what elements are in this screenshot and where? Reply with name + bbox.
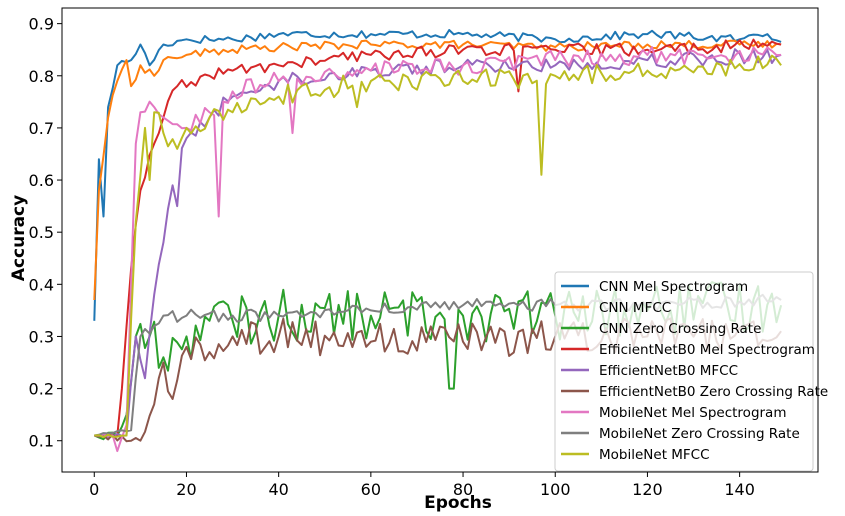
x-tick-label: 80 bbox=[453, 480, 473, 499]
legend-entry: CNN Zero Crossing Rate bbox=[599, 321, 761, 337]
legend: CNN Mel Spectrogram CNN MFCC CNN Zero Cros… bbox=[554, 271, 828, 472]
legend-entry: CNN MFCC bbox=[599, 300, 671, 316]
plot-area-border bbox=[61, 7, 819, 473]
legend-entry: MobileNet Zero Crossing Rate bbox=[599, 426, 800, 442]
x-axis-ticks: 0 20 40 60 80 100 120 140 bbox=[89, 472, 755, 499]
legend-entry: EfficientNetB0 Zero Crossing Rate bbox=[599, 384, 828, 400]
x-axis-label: Epochs bbox=[424, 493, 492, 513]
series-lines bbox=[93, 29, 783, 453]
legend-entry: EfficientNetB0 Mel Spectrogram bbox=[599, 342, 815, 358]
legend-box bbox=[554, 271, 814, 472]
legend-entry: CNN Mel Spectrogram bbox=[599, 279, 748, 295]
legend-entry: MobileNet MFCC bbox=[599, 447, 710, 463]
series-line bbox=[94, 38, 782, 437]
series-line bbox=[94, 54, 782, 439]
plot-frame bbox=[61, 7, 819, 473]
x-tick-label: 140 bbox=[724, 480, 755, 499]
y-tick-label: 0.8 bbox=[29, 67, 54, 86]
y-tick-label: 0.3 bbox=[29, 327, 54, 346]
legend-entry: EfficientNetB0 MFCC bbox=[599, 363, 738, 379]
y-axis-label: Accuracy bbox=[9, 195, 29, 281]
x-tick-label: 60 bbox=[361, 480, 381, 499]
y-tick-label: 0.7 bbox=[29, 119, 54, 138]
series-line bbox=[94, 46, 782, 453]
x-tick-label: 40 bbox=[268, 480, 288, 499]
x-tick-label: 120 bbox=[632, 480, 663, 499]
y-tick-label: 0.1 bbox=[29, 432, 54, 451]
x-tick-label: 100 bbox=[540, 480, 571, 499]
series-line bbox=[93, 39, 782, 301]
series-line bbox=[93, 29, 782, 321]
y-tick-label: 0.6 bbox=[29, 171, 54, 190]
legend-entry: MobileNet Mel Spectrogram bbox=[599, 405, 786, 421]
y-tick-label: 0.5 bbox=[29, 223, 54, 242]
y-tick-label: 0.9 bbox=[29, 15, 54, 34]
y-axis-ticks: 0.1 0.2 0.3 0.4 0.5 0.6 0.7 0.8 0.9 bbox=[29, 15, 62, 451]
x-tick-label: 20 bbox=[176, 480, 196, 499]
y-tick-label: 0.2 bbox=[29, 380, 54, 399]
x-tick-label: 0 bbox=[89, 480, 99, 499]
y-tick-label: 0.4 bbox=[29, 275, 54, 294]
